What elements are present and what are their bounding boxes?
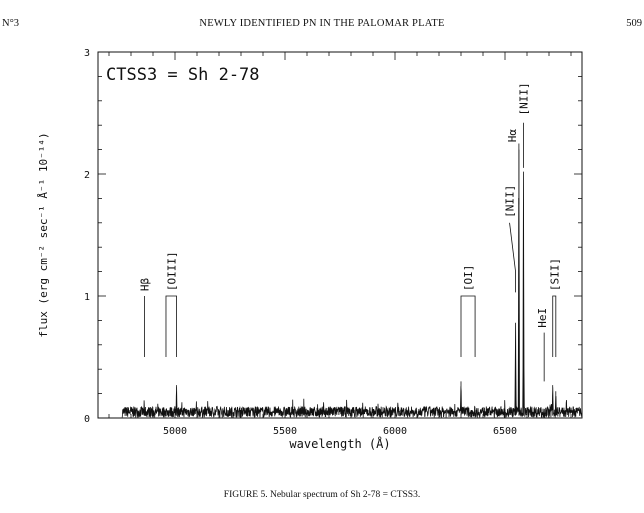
tick-labels: 5000 5500 6000 6500 0 1 2 3 <box>84 48 517 437</box>
x-tick-label: 5000 <box>163 426 187 437</box>
x-axis-label: wavelength (Å) <box>289 436 390 451</box>
y-tick-label: 0 <box>84 414 90 425</box>
spectrum-line <box>121 143 583 419</box>
chart-title: CTSS3 = Sh 2-78 <box>106 65 260 85</box>
line-label: [OIII] <box>165 251 178 291</box>
line-label: HeI <box>536 308 549 328</box>
line-bracket <box>552 295 557 357</box>
line-label: [SII] <box>548 258 561 291</box>
x-tick-label: 5500 <box>273 426 297 437</box>
figure-caption: FIGURE 5. Nebular spectrum of Sh 2-78 = … <box>223 490 421 500</box>
line-label: [OI] <box>462 265 475 292</box>
page-number: 509 <box>626 18 642 29</box>
running-title: NEWLY IDENTIFIED PN IN THE PALOMAR PLATE <box>199 18 445 29</box>
x-tick-label: 6000 <box>383 426 407 437</box>
plot-frame <box>97 51 583 419</box>
line-bracket <box>460 295 476 357</box>
x-tick-label: 6500 <box>493 426 517 437</box>
line-marker <box>509 222 516 293</box>
line-label: Hβ <box>138 277 151 291</box>
section-number: N°3 <box>2 18 20 29</box>
line-label: [NII] <box>504 185 517 218</box>
y-tick-label: 2 <box>84 170 90 181</box>
y-tick-label: 1 <box>84 292 90 303</box>
y-tick-label: 3 <box>84 48 90 59</box>
emission-line-labels: Hβ [OIII] [OI] [NII] Hα [NII] HeI [SII] <box>138 82 561 382</box>
line-label: Hα <box>506 129 519 143</box>
line-label: [NII] <box>517 82 530 115</box>
y-axis-label: flux (erg cm⁻² sec⁻¹ Å⁻¹ 10⁻¹⁴) <box>37 132 50 337</box>
line-bracket <box>165 295 177 357</box>
axis-ticks <box>98 51 582 419</box>
